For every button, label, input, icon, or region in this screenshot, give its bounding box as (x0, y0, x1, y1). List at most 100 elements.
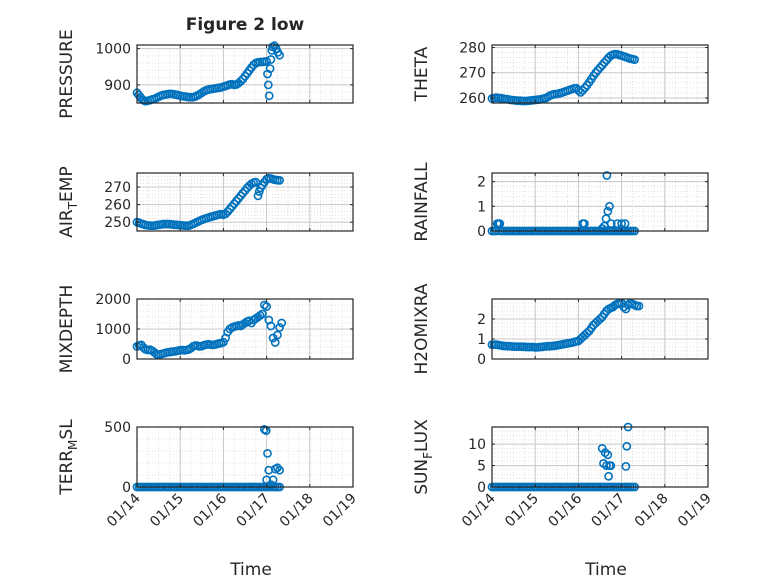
y-axis-label: TERRMSL (57, 419, 80, 496)
x-tick-label: 01/18 (277, 491, 317, 531)
data-point (580, 219, 589, 228)
x-tick-label: 01/17 (234, 491, 274, 531)
y-axis-label-subscript: T (66, 201, 80, 210)
subplot-h2omixra: 0 1 2 H2OMIXRA (412, 283, 709, 375)
y-tick-label: 1 (477, 199, 486, 215)
data-point (603, 206, 613, 216)
y-axis-label-main: AIR (57, 209, 77, 238)
data-point (266, 55, 276, 64)
x-tick-label: 01/16 (545, 490, 585, 530)
data-point (264, 91, 274, 101)
y-axis-label-main: TERR (57, 450, 77, 496)
data-point (578, 86, 588, 95)
y-tick-label: 270 (104, 180, 131, 196)
y-tick-label: 0 (477, 352, 486, 368)
data-point (253, 191, 263, 201)
y-axis-label-subscript: F (421, 452, 435, 459)
data-point (606, 461, 616, 470)
x-tick-label: 01/14 (459, 490, 499, 530)
subplot-sun_flux: 0 5 10 01/14 01/15 01/16 01/17 01/18 01/19 Time SU… (412, 419, 715, 580)
data-point (582, 328, 592, 338)
data-point (275, 323, 284, 332)
y-tick-label: 1000 (95, 322, 131, 338)
y-tick-label: 0 (477, 224, 486, 240)
y-tick-label: 280 (459, 41, 486, 57)
y-axis-label-tail: LUX (412, 419, 432, 452)
x-axis-label: Time (229, 560, 272, 580)
y-tick-label: 270 (459, 66, 486, 82)
data-point (263, 448, 272, 458)
data-point (266, 321, 276, 331)
y-tick-label: 900 (104, 78, 131, 94)
data-point (265, 64, 275, 73)
data-point (262, 56, 271, 66)
axes-frame (491, 426, 709, 488)
axes-frame (491, 298, 709, 360)
y-tick-label: 0 (477, 480, 486, 496)
data-point (619, 302, 629, 312)
figure-title: Figure 2 low (186, 15, 305, 35)
data-point (236, 76, 246, 86)
y-axis-label-tail: SL (57, 419, 77, 440)
y-tick-label: 0 (122, 352, 131, 368)
data-point (630, 55, 639, 64)
y-tick-label: 2000 (95, 292, 131, 308)
y-axis-label-subscript: M (66, 440, 80, 450)
data-point (606, 219, 616, 228)
y-axis-label: THETA (412, 46, 432, 102)
axes-frame (491, 172, 709, 232)
y-axis-label-main: SUN (412, 459, 432, 495)
subplot-theta: 260 270 280 THETA (412, 41, 709, 107)
data-point (257, 309, 267, 319)
data-point (221, 209, 230, 219)
x-tick-label: 01/14 (104, 490, 144, 530)
data-point (595, 63, 605, 73)
x-tick-label: 01/18 (632, 491, 672, 531)
axes-frame (136, 426, 354, 488)
data-point (602, 461, 611, 470)
x-tick-label: 01/16 (190, 490, 230, 530)
data-point (266, 480, 276, 489)
axes-frame (136, 44, 354, 104)
x-tick-label: 01/15 (502, 491, 542, 531)
data-point (218, 337, 228, 347)
x-tick-label: 01/17 (589, 491, 629, 531)
axes-frame (136, 172, 354, 232)
subplot-mixdepth: 0 1000 2000 MIXDEPTH (57, 285, 354, 374)
y-tick-label: 0 (122, 480, 131, 496)
data-point (593, 65, 603, 75)
y-axis-label: SUNFLUX (412, 419, 435, 495)
y-tick-label: 260 (104, 198, 131, 214)
data-point (595, 314, 605, 324)
data-point (597, 224, 607, 233)
y-tick-label: 1 (477, 332, 486, 348)
data-point (262, 302, 271, 311)
data-point (605, 201, 614, 211)
data-point (602, 171, 612, 180)
data-point (603, 450, 613, 460)
y-axis-label: PRESSURE (57, 29, 77, 118)
subplot-rainfall: 0 1 2 RAINFALL (412, 162, 709, 242)
data-point (275, 465, 284, 475)
data-point (268, 475, 278, 485)
y-axis-label: MIXDEPTH (57, 285, 77, 374)
y-axis-label: AIRTEMP (57, 166, 80, 237)
data-point (272, 330, 282, 340)
x-axis-label: Time (584, 560, 627, 580)
data-point (272, 463, 282, 473)
x-tick-label: 01/19 (320, 491, 360, 531)
y-axis-label: H2OMIXRA (412, 283, 432, 374)
data-point (634, 301, 644, 311)
subplot-pressure: 900 1000 PRESSURE (57, 29, 354, 119)
y-tick-label: 10 (468, 437, 486, 453)
subplot-terr_msl: 0 500 01/14 01/15 01/16 01/17 01/18 01/19 Time TE… (57, 419, 360, 580)
y-tick-label: 260 (459, 91, 486, 107)
data-point (597, 60, 607, 70)
data-point (622, 441, 632, 451)
y-axis-label: RAINFALL (412, 162, 432, 242)
data-point (277, 318, 287, 328)
data-point (263, 80, 273, 90)
y-tick-label: 250 (104, 215, 131, 231)
